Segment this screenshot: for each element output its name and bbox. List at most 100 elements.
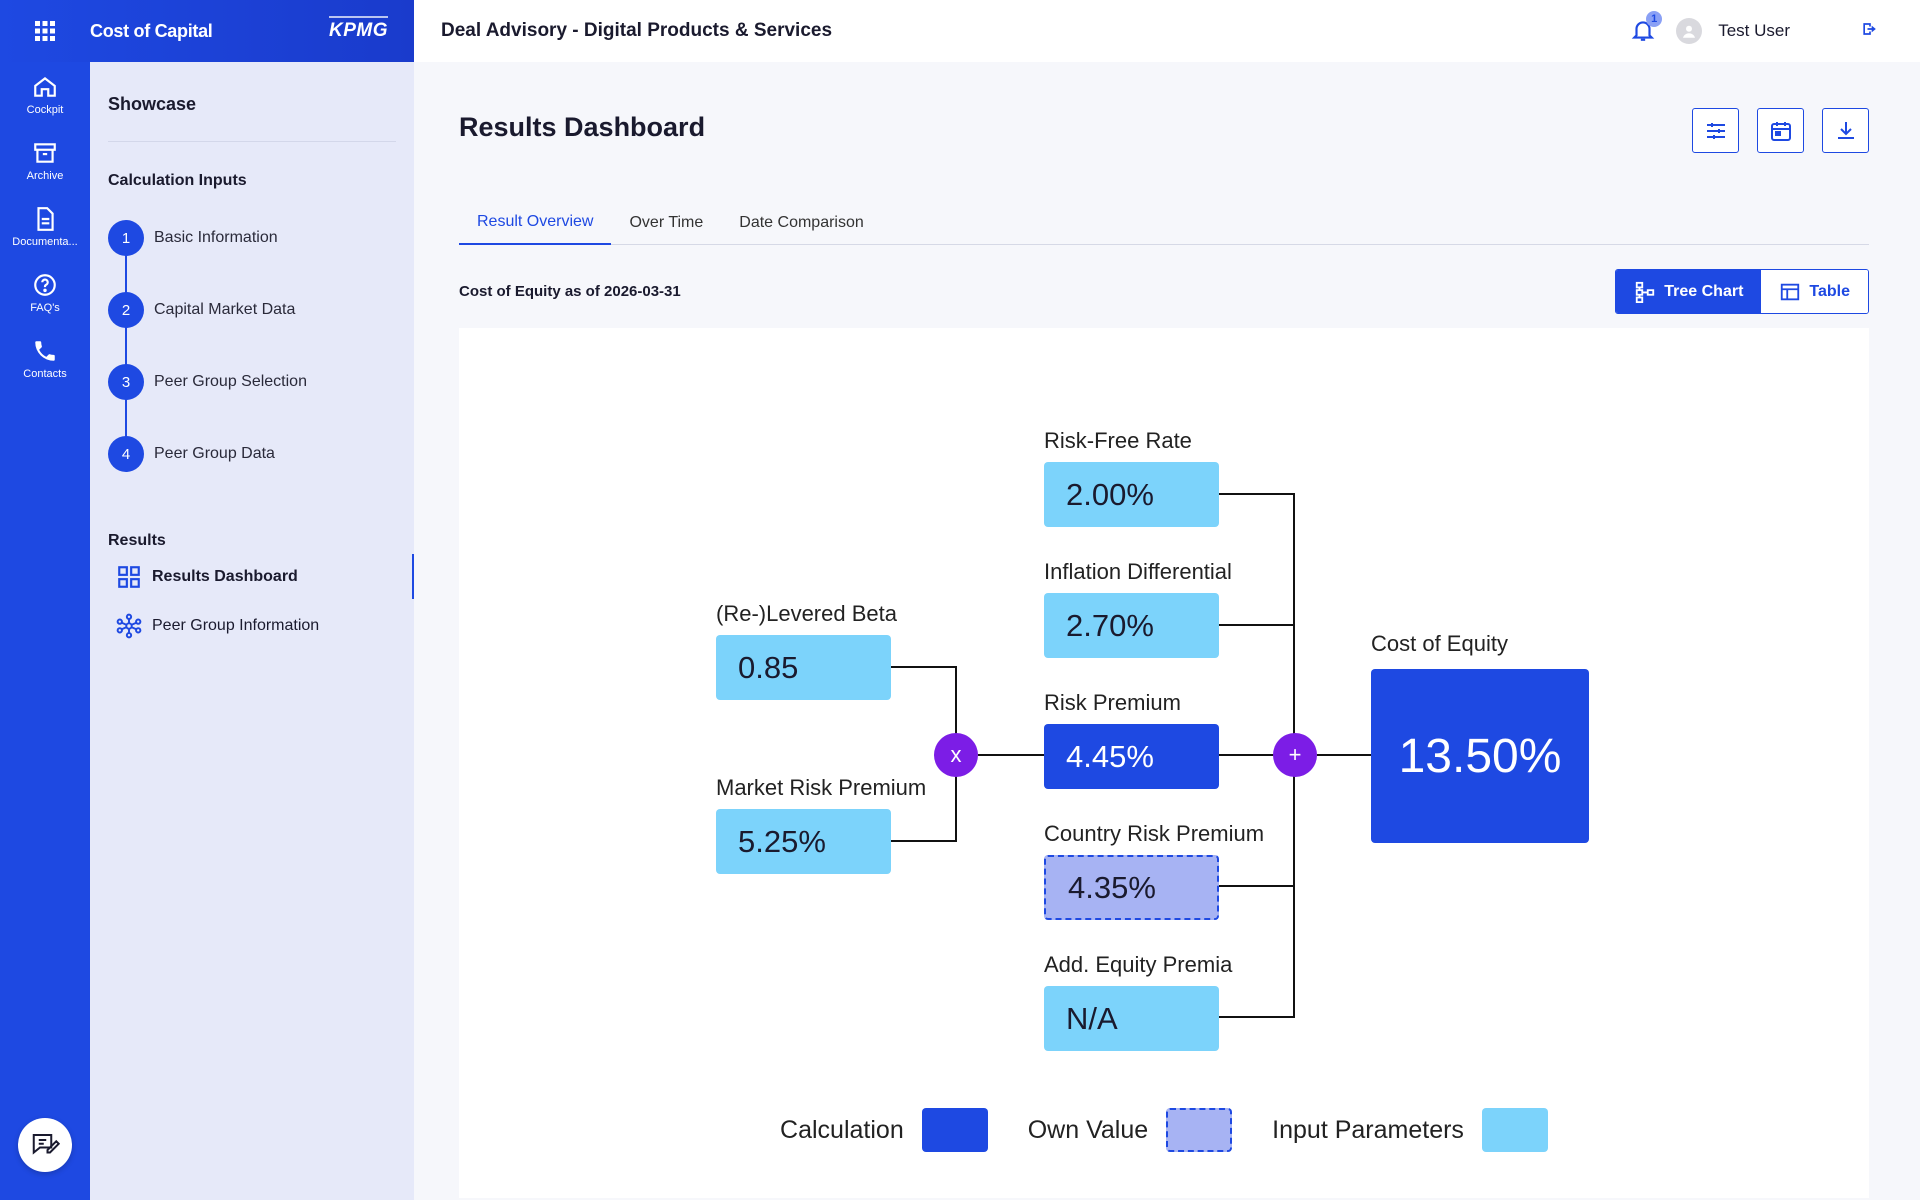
add-equity-premia-box[interactable]: N/A — [1044, 986, 1219, 1051]
step-number: 3 — [108, 364, 144, 400]
app-title: Cost of Capital — [90, 20, 213, 41]
download-icon — [1837, 121, 1854, 139]
archive-icon — [34, 143, 56, 163]
step-peer-group-selection[interactable]: 3 Peer Group Selection — [108, 346, 396, 418]
help-icon — [34, 274, 56, 296]
step-capital-market-data[interactable]: 2 Capital Market Data — [108, 274, 396, 346]
avatar[interactable] — [1676, 18, 1703, 44]
calendar-button[interactable] — [1757, 108, 1804, 153]
table-icon — [1781, 283, 1800, 300]
brand-bar: Cost of Capital KPMG — [0, 0, 414, 62]
settings-button[interactable] — [1692, 108, 1739, 153]
step-number: 4 — [108, 436, 144, 472]
legend-label: Input Parameters — [1272, 1115, 1464, 1144]
market-risk-premium-box[interactable]: 5.25% — [716, 809, 891, 874]
calculation-inputs-heading: Calculation Inputs — [108, 172, 247, 189]
table-toggle[interactable]: Table — [1761, 270, 1868, 313]
rail-item-contacts[interactable]: Contacts — [0, 326, 90, 392]
network-icon — [116, 613, 142, 638]
grid-icon — [118, 565, 140, 588]
risk-free-rate-box[interactable]: 2.00% — [1044, 462, 1219, 527]
tab-result-overview[interactable]: Result Overview — [459, 201, 612, 245]
cost-of-equity-label: Cost of Equity — [1371, 631, 1508, 656]
step-label: Basic Information — [154, 229, 278, 246]
legend-calculation: Calculation — [780, 1108, 988, 1152]
feedback-icon — [32, 1134, 60, 1155]
tree-chart-toggle[interactable]: Tree Chart — [1616, 270, 1762, 313]
apps-grid-icon[interactable] — [0, 19, 90, 43]
risk-premium-box[interactable]: 4.45% — [1044, 724, 1219, 789]
rail-item-documentation[interactable]: Documenta... — [0, 194, 90, 260]
levered-beta-box[interactable]: 0.85 — [716, 635, 891, 700]
logout-icon[interactable] — [1860, 19, 1880, 44]
calendar-icon — [1770, 121, 1791, 141]
side-panel: Showcase Calculation Inputs 1 Basic Info… — [90, 62, 414, 1200]
sidebar-item-results-dashboard[interactable]: Results Dashboard — [108, 554, 414, 599]
results-heading: Results — [108, 532, 166, 549]
toolbar — [1692, 108, 1869, 153]
step-list: 1 Basic Information 2 Capital Market Dat… — [108, 202, 396, 490]
legend-input-parameters: Input Parameters — [1272, 1108, 1548, 1152]
download-button[interactable] — [1822, 108, 1869, 153]
tab-over-time[interactable]: Over Time — [629, 214, 704, 231]
tab-date-comparison[interactable]: Date Comparison — [739, 214, 864, 231]
country-risk-premium-box[interactable]: 4.35% — [1044, 855, 1219, 920]
tree-chart: Risk-Free Rate 2.00% Inflation Different… — [459, 328, 1869, 1198]
add-equity-premia-label: Add. Equity Premia — [1044, 952, 1233, 977]
rail-label: FAQ's — [30, 302, 60, 314]
legend-label: Calculation — [780, 1115, 904, 1144]
country-risk-premium-label: Country Risk Premium — [1044, 821, 1265, 846]
inflation-differential-box[interactable]: 2.70% — [1044, 593, 1219, 658]
levered-beta-label: (Re-)Levered Beta — [716, 601, 897, 626]
rail-label: Cockpit — [26, 104, 64, 116]
step-connector — [125, 226, 127, 442]
notification-badge: 1 — [1646, 11, 1663, 27]
rail-item-faqs[interactable]: FAQ's — [0, 260, 90, 326]
document-icon — [37, 207, 54, 231]
sidebar-item-label: Peer Group Information — [152, 616, 320, 634]
main-content: Results Dashboard Result Overview Over T… — [459, 62, 1869, 1198]
toggle-label: Table — [1809, 282, 1850, 300]
tab-bar: Result Overview Over Time Date Compariso… — [459, 201, 1869, 245]
legend: Calculation Own Value Input Parameters — [459, 1108, 1869, 1152]
sliders-icon — [1706, 122, 1725, 139]
legend-swatch-calculation — [921, 1108, 988, 1152]
notification-bell-icon[interactable]: 1 — [1630, 11, 1663, 45]
rail-label: Archive — [26, 170, 64, 182]
rail-item-cockpit[interactable]: Cockpit — [0, 62, 90, 128]
kpmg-logo: KPMG — [329, 16, 388, 42]
step-number: 1 — [108, 220, 144, 256]
view-toggle: Tree Chart Table — [1615, 269, 1869, 314]
step-label: Peer Group Selection — [154, 373, 307, 390]
sidebar-item-label: Results Dashboard — [152, 567, 298, 585]
left-rail: Cockpit Archive Documenta... FAQ's Conta… — [0, 62, 90, 1200]
step-label: Peer Group Data — [154, 445, 275, 462]
feedback-button[interactable] — [18, 1118, 72, 1172]
add-operator-icon: + — [1273, 733, 1317, 777]
sidebar-item-peer-group-information[interactable]: Peer Group Information — [108, 603, 396, 648]
step-label: Capital Market Data — [154, 301, 296, 318]
step-peer-group-data[interactable]: 4 Peer Group Data — [108, 418, 396, 490]
cost-of-equity-box[interactable]: 13.50% — [1371, 669, 1589, 843]
inflation-differential-label: Inflation Differential — [1044, 559, 1232, 584]
panel-title: Showcase — [108, 94, 396, 142]
risk-premium-label: Risk Premium — [1044, 690, 1181, 715]
rail-label: Documenta... — [12, 236, 78, 248]
page-header-title: Deal Advisory - Digital Products & Servi… — [441, 20, 833, 41]
rail-label: Contacts — [23, 368, 67, 380]
legend-own-value: Own Value — [1028, 1108, 1233, 1152]
cost-of-equity-date: Cost of Equity as of 2026-03-31 — [459, 283, 681, 300]
home-icon — [34, 76, 56, 97]
legend-swatch-input-parameters — [1481, 1108, 1548, 1152]
rail-item-archive[interactable]: Archive — [0, 128, 90, 194]
market-risk-premium-label: Market Risk Premium — [716, 775, 927, 800]
toggle-label: Tree Chart — [1664, 282, 1744, 300]
tree-connectors — [891, 493, 1371, 1018]
page-title: Results Dashboard — [459, 112, 706, 142]
risk-free-rate-label: Risk-Free Rate — [1044, 428, 1192, 453]
step-basic-information[interactable]: 1 Basic Information — [108, 202, 396, 274]
user-name[interactable]: Test User — [1718, 21, 1790, 40]
phone-icon — [35, 341, 55, 361]
tree-icon — [1636, 281, 1655, 303]
top-bar: Deal Advisory - Digital Products & Servi… — [414, 0, 1920, 62]
